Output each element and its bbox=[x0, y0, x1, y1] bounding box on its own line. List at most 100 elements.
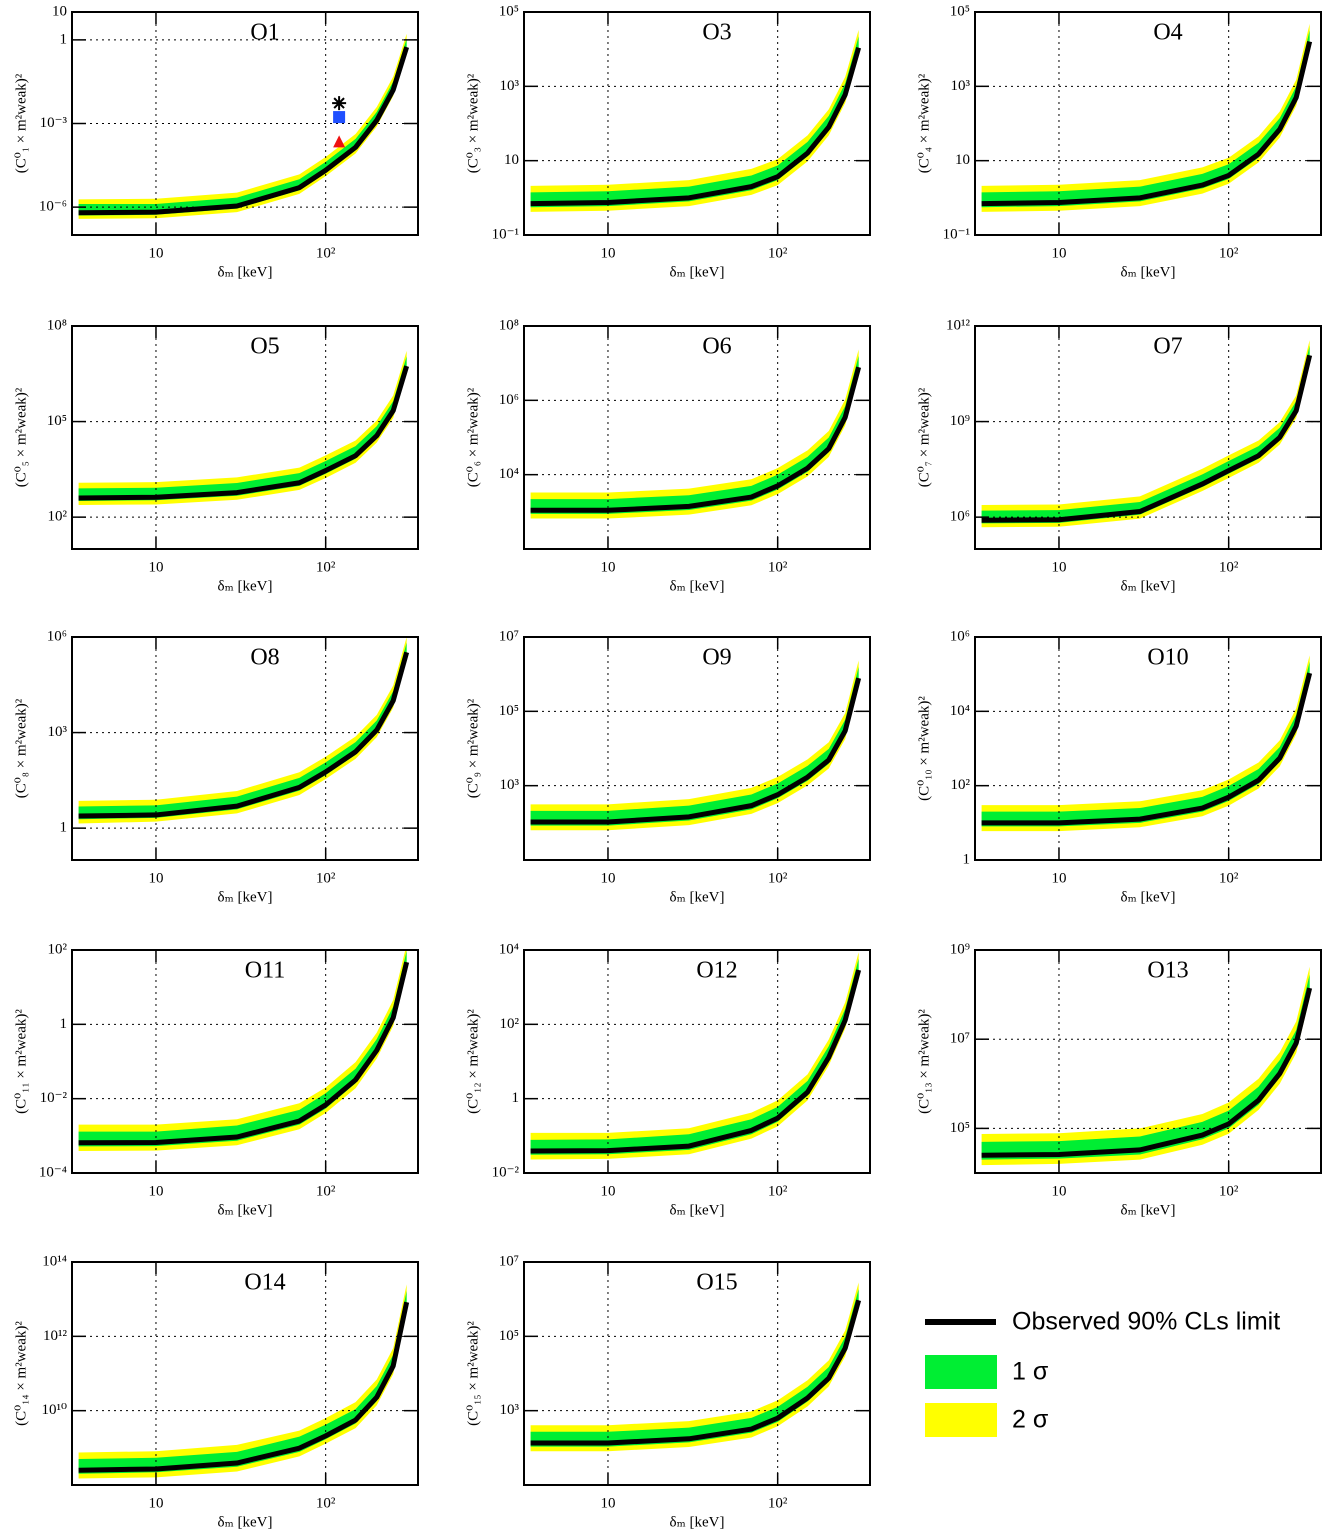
y-tick-label: 1 bbox=[60, 820, 68, 836]
x-tick-label: 10 bbox=[148, 559, 163, 575]
y-tick-label: 10 bbox=[504, 152, 519, 168]
x-tick-label: 10² bbox=[316, 1495, 336, 1511]
panel-title: O6 bbox=[702, 334, 731, 360]
band-1-sigma bbox=[981, 974, 1310, 1160]
x-axis-label: δₘ [keV] bbox=[670, 1202, 725, 1218]
plot-area bbox=[530, 349, 862, 519]
observed-line bbox=[530, 969, 862, 1154]
legend-label: Observed 90% CLs limit bbox=[1012, 1308, 1280, 1336]
x-tick-label: 10 bbox=[148, 1495, 163, 1511]
panel-title: O3 bbox=[702, 20, 731, 46]
x-axis-label: δₘ [keV] bbox=[218, 889, 273, 905]
x-tick-label: 10² bbox=[316, 1183, 336, 1199]
y-tick-label: 10⁷ bbox=[499, 628, 519, 644]
plot-area bbox=[530, 1282, 862, 1452]
x-axis-label: δₘ [keV] bbox=[670, 578, 725, 594]
x-tick-label: 10² bbox=[768, 559, 788, 575]
band-2-sigma bbox=[78, 950, 407, 1152]
plot-frame bbox=[71, 1261, 419, 1486]
observed-line bbox=[78, 961, 410, 1146]
band-2-sigma bbox=[530, 952, 859, 1160]
x-tick-label: 10² bbox=[768, 1495, 788, 1511]
y-axis-label: (C⁰₅ × m²weak)² bbox=[13, 387, 29, 487]
y-tick-label: 10⁻¹ bbox=[492, 226, 519, 242]
y-axis-label: (C⁰₁₄ × m²weak)² bbox=[13, 1321, 29, 1426]
x-tick-label: 10 bbox=[600, 559, 615, 575]
band-2-sigma bbox=[530, 349, 859, 519]
plot-area bbox=[530, 29, 862, 212]
y-axis-label: (C⁰₁₂ × m²weak)² bbox=[465, 1009, 481, 1114]
x-axis-label: δₘ [keV] bbox=[218, 1514, 273, 1530]
panel-title: O12 bbox=[696, 958, 737, 984]
x-tick-label: 10² bbox=[1219, 559, 1239, 575]
band-2-sigma bbox=[981, 340, 1310, 528]
panel-title: O1 bbox=[250, 20, 279, 46]
plot-frame bbox=[974, 325, 1322, 550]
y-tick-label: 10² bbox=[48, 509, 68, 525]
y-tick-label: 10⁴ bbox=[950, 703, 970, 719]
y-tick-label: 10⁴ bbox=[499, 466, 519, 482]
y-tick-label: 10⁵ bbox=[950, 3, 970, 19]
legend-label: 2 σ bbox=[1012, 1406, 1049, 1434]
x-tick-label: 10 bbox=[1051, 1183, 1066, 1199]
y-axis-label: (C⁰₆ × m²weak)² bbox=[465, 387, 481, 487]
observed-line bbox=[981, 987, 1313, 1158]
y-tick-label: 10⁸ bbox=[499, 317, 519, 333]
y-tick-label: 10³ bbox=[500, 1402, 520, 1418]
observed-line bbox=[530, 366, 862, 513]
x-axis-label: δₘ [keV] bbox=[218, 264, 273, 280]
panel-title: O4 bbox=[1153, 20, 1182, 46]
y-tick-label: 10⁻² bbox=[40, 1090, 68, 1106]
x-axis-label: δₘ [keV] bbox=[1121, 889, 1176, 905]
x-tick-label: 10 bbox=[1051, 245, 1066, 261]
y-tick-label: 10¹² bbox=[946, 317, 970, 333]
observed-line bbox=[78, 651, 410, 819]
x-tick-label: 10 bbox=[600, 245, 615, 261]
plot-frame bbox=[71, 636, 419, 861]
plot-area bbox=[78, 950, 410, 1152]
x-axis-label: δₘ [keV] bbox=[1121, 578, 1176, 594]
y-axis-label: (C⁰₉ × m²weak)² bbox=[465, 698, 481, 798]
y-tick-label: 10⁵ bbox=[499, 1328, 519, 1344]
y-axis-label: (C⁰₇ × m²weak)² bbox=[916, 387, 932, 487]
observed-line bbox=[530, 46, 862, 207]
y-axis-label: (C⁰₈ × m²weak)² bbox=[13, 698, 29, 798]
x-tick-label: 10² bbox=[768, 870, 788, 886]
y-tick-label: 1 bbox=[963, 851, 971, 867]
marker-square bbox=[333, 111, 346, 124]
x-tick-label: 10² bbox=[768, 245, 788, 261]
band-2-sigma bbox=[530, 29, 859, 212]
panel-title: O10 bbox=[1147, 645, 1188, 671]
plot-area bbox=[981, 23, 1313, 212]
y-tick-label: 10³ bbox=[500, 777, 520, 793]
x-tick-label: 10 bbox=[148, 870, 163, 886]
y-tick-label: 10⁵ bbox=[499, 3, 519, 19]
panel-title: O15 bbox=[696, 1270, 737, 1296]
plot-frame bbox=[974, 636, 1322, 861]
panel-title: O13 bbox=[1147, 958, 1188, 984]
y-axis-label: (C⁰₁₅ × m²weak)² bbox=[465, 1321, 481, 1426]
x-axis-label: δₘ [keV] bbox=[670, 264, 725, 280]
y-axis-label: (C⁰₁₀ × m²weak)² bbox=[916, 696, 932, 801]
y-tick-label: 10⁷ bbox=[950, 1031, 970, 1047]
plot-area bbox=[981, 340, 1313, 528]
band-2-sigma bbox=[78, 350, 407, 506]
plot-area bbox=[530, 952, 862, 1160]
x-tick-label: 10 bbox=[600, 1183, 615, 1199]
x-tick-label: 10² bbox=[1219, 1183, 1239, 1199]
x-axis-label: δₘ [keV] bbox=[218, 578, 273, 594]
band-2-sigma bbox=[78, 637, 407, 824]
band-2-sigma bbox=[981, 23, 1310, 212]
observed-line bbox=[78, 46, 410, 216]
y-tick-label: 10⁻³ bbox=[40, 115, 68, 131]
x-tick-label: 10² bbox=[316, 245, 336, 261]
plot-frame bbox=[523, 949, 871, 1174]
plot-frame bbox=[974, 949, 1322, 1174]
y-tick-label: 10⁻⁶ bbox=[39, 199, 67, 215]
x-tick-label: 10 bbox=[1051, 870, 1066, 886]
x-axis-label: δₘ [keV] bbox=[1121, 264, 1176, 280]
y-tick-label: 10⁷ bbox=[499, 1253, 519, 1269]
panel-title: O5 bbox=[250, 334, 279, 360]
